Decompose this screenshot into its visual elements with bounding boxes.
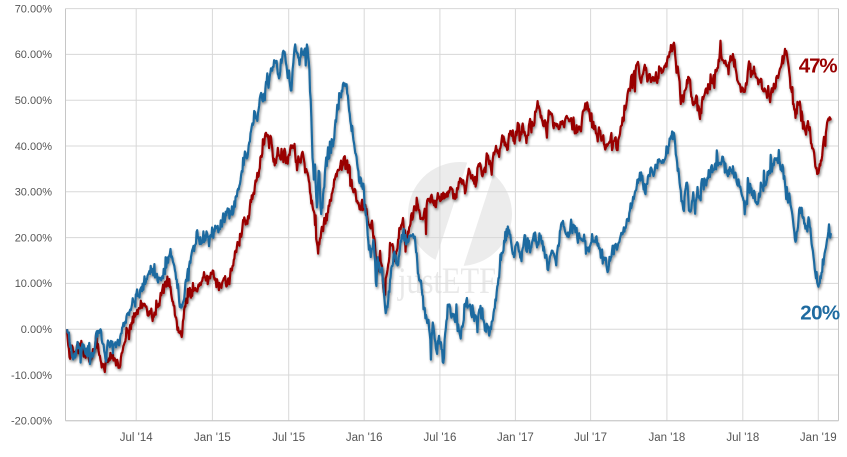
svg-text:Jul '14: Jul '14	[120, 432, 153, 444]
svg-text:-10.00%: -10.00%	[11, 370, 52, 382]
svg-text:10.00%: 10.00%	[15, 278, 53, 290]
svg-text:40.00%: 40.00%	[15, 141, 53, 153]
svg-text:-20.00%: -20.00%	[11, 416, 52, 428]
svg-text:Jul '16: Jul '16	[423, 432, 456, 444]
svg-text:Jul '15: Jul '15	[272, 432, 305, 444]
svg-text:Jul '18: Jul '18	[726, 432, 759, 444]
svg-text:Jan '15: Jan '15	[194, 432, 231, 444]
svg-text:Jan '17: Jan '17	[497, 432, 534, 444]
svg-text:Jan '16: Jan '16	[346, 432, 383, 444]
svg-text:Jan '19: Jan '19	[800, 432, 837, 444]
svg-text:50.00%: 50.00%	[15, 95, 53, 107]
svg-text:20%: 20%	[800, 302, 840, 325]
svg-text:30.00%: 30.00%	[15, 187, 53, 199]
svg-text:Jul '17: Jul '17	[574, 432, 607, 444]
svg-text:Jan '18: Jan '18	[649, 432, 686, 444]
svg-text:20.00%: 20.00%	[15, 232, 53, 244]
svg-text:justETF: justETF	[396, 261, 496, 302]
svg-text:70.00%: 70.00%	[15, 3, 53, 15]
svg-text:60.00%: 60.00%	[15, 49, 53, 61]
svg-text:0.00%: 0.00%	[21, 324, 52, 336]
svg-text:47%: 47%	[799, 55, 838, 78]
